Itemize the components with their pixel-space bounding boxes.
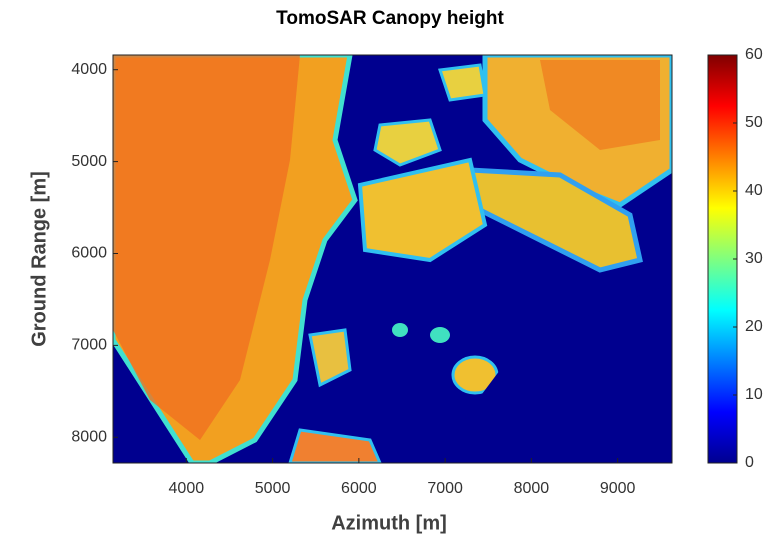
x-tick-label: 8000 — [514, 480, 550, 497]
x-axis-label: Azimuth [m] — [331, 512, 447, 534]
heatmap-image — [113, 55, 672, 463]
y-tick-label: 7000 — [71, 337, 107, 354]
colorbar-tick-label: 40 — [745, 182, 763, 199]
y-tick-label: 5000 — [71, 153, 107, 170]
x-tick-label: 4000 — [169, 480, 205, 497]
y-tick-label: 6000 — [71, 245, 107, 262]
y-tick-label: 4000 — [71, 61, 107, 78]
y-tick-label: 8000 — [71, 428, 107, 445]
colorbar — [708, 55, 737, 463]
x-tick-label: 5000 — [255, 480, 291, 497]
colorbar-tick-label: 20 — [745, 318, 763, 335]
chart-title: TomoSAR Canopy height — [276, 8, 504, 29]
colorbar-tick-label: 60 — [745, 46, 763, 63]
colorbar-tick-label: 30 — [745, 250, 763, 267]
colorbar-tick-label: 50 — [745, 114, 763, 131]
chart: TomoSAR Canopy height Azimuth [m] Ground… — [0, 0, 777, 544]
colorbar-tick-label: 10 — [745, 386, 763, 403]
y-axis-label: Ground Range [m] — [28, 171, 50, 347]
colorbar-tick-label: 0 — [745, 454, 754, 471]
x-tick-label: 7000 — [427, 480, 463, 497]
x-tick-label: 9000 — [600, 480, 636, 497]
x-tick-label: 6000 — [341, 480, 377, 497]
